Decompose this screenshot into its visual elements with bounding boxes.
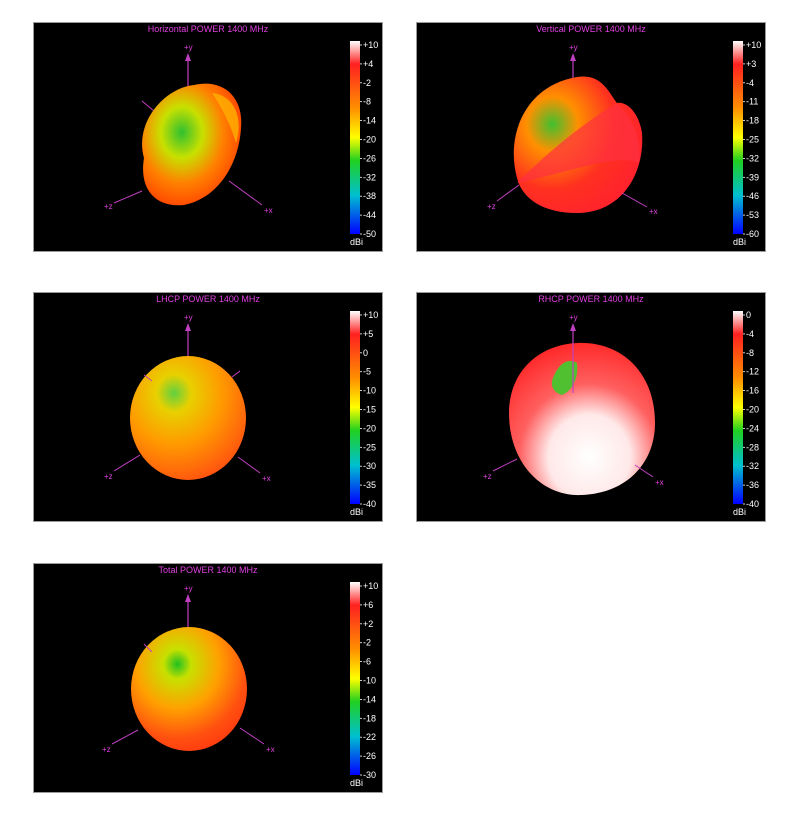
- colorbar-tick-label: -25: [746, 135, 759, 145]
- colorbar-tick-label: -8: [746, 348, 754, 358]
- colorbar: [350, 41, 360, 234]
- x-axis-label: +x: [655, 478, 664, 487]
- colorbar-tick-label: -32: [746, 461, 759, 471]
- colorbar-tick-label: +5: [363, 329, 373, 339]
- colorbar-tick-label: -30: [363, 770, 376, 780]
- y-axis-label: +y: [569, 313, 578, 322]
- z-axis-label: +z: [104, 202, 113, 211]
- colorbar-tick-label: -50: [363, 229, 376, 239]
- y-axis-label: +y: [184, 584, 193, 593]
- pattern-plot-total: +y +z +x +10 +6 +2 -2 -6 -10 -14 -18 -22 -26 -30 d…: [102, 581, 378, 788]
- radiation-pattern-surface: [509, 342, 655, 496]
- colorbar-tick-label: -25: [363, 442, 376, 452]
- colorbar-tick-label: -20: [363, 135, 376, 145]
- colorbar-unit: dBi: [733, 507, 746, 517]
- colorbar-tick-label: -18: [363, 713, 376, 723]
- chart-panel-lhcp: LHCP POWER 1400 MHz +y +z +x +10 +5 0 -5 -10…: [33, 292, 383, 522]
- colorbar-tick-label: -35: [363, 480, 376, 490]
- chart-title: Total POWER 1400 MHz: [158, 565, 258, 575]
- colorbar-tick-label: -10: [363, 676, 376, 686]
- chart-title: RHCP POWER 1400 MHz: [538, 294, 644, 304]
- colorbar-tick-label: -28: [746, 442, 759, 452]
- colorbar: [733, 311, 743, 504]
- colorbar-tick-label: +6: [363, 600, 373, 610]
- z-axis-label: +z: [487, 202, 496, 211]
- radiation-pattern-surface: [131, 627, 247, 751]
- z-axis-label: +z: [104, 472, 113, 481]
- colorbar-tick-label: -26: [363, 751, 376, 761]
- colorbar-tick-label: +10: [746, 40, 761, 50]
- pattern-plot-lhcp: +y +z +x +10 +5 0 -5 -10 -15 -20 -25 -30 -35 -40 d…: [104, 310, 378, 517]
- colorbar-tick-label: -20: [746, 405, 759, 415]
- colorbar-tick-label: -26: [363, 153, 376, 163]
- colorbar-tick-label: -36: [746, 480, 759, 490]
- colorbar-unit: dBi: [350, 237, 363, 247]
- colorbar-tick-label: -2: [363, 638, 371, 648]
- colorbar-tick-label: -44: [363, 210, 376, 220]
- colorbar-tick-label: -32: [746, 153, 759, 163]
- colorbar-tick-label: -40: [363, 499, 376, 509]
- colorbar-tick-label: -6: [363, 657, 371, 667]
- y-axis-label: +y: [184, 43, 193, 52]
- x-axis-label: +x: [649, 207, 658, 216]
- colorbar-unit: dBi: [733, 237, 746, 247]
- radiation-pattern-surface: [130, 356, 246, 480]
- z-axis-label: +z: [102, 745, 111, 754]
- colorbar-tick-label: -32: [363, 172, 376, 182]
- colorbar-tick-label: -16: [746, 386, 759, 396]
- colorbar-tick-label: -4: [746, 329, 754, 339]
- colorbar-tick-label: +10: [363, 310, 378, 320]
- z-axis-label: +z: [483, 472, 492, 481]
- colorbar-tick-label: -8: [363, 97, 371, 107]
- x-axis-label: +x: [262, 474, 271, 483]
- colorbar-tick-label: +10: [363, 40, 378, 50]
- colorbar: [733, 41, 743, 234]
- colorbar-tick-label: +10: [363, 581, 378, 591]
- colorbar-tick-label: +3: [746, 59, 756, 69]
- chart-title: Horizontal POWER 1400 MHz: [147, 24, 269, 34]
- colorbar-tick-label: -11: [746, 97, 758, 107]
- colorbar-tick-label: -15: [363, 405, 376, 415]
- chart-panel-vertical: Vertical POWER 1400 MHz +y +z +x +10 +3 -4…: [416, 22, 766, 252]
- colorbar-unit: dBi: [350, 507, 363, 517]
- y-axis-label: +y: [569, 43, 578, 52]
- colorbar-tick-label: -30: [363, 461, 376, 471]
- colorbar-tick-label: -14: [363, 116, 376, 126]
- colorbar-tick-label: +2: [363, 619, 373, 629]
- colorbar-tick-label: +4: [363, 59, 373, 69]
- chart-title: Vertical POWER 1400 MHz: [536, 24, 646, 34]
- chart-panel-rhcp: RHCP POWER 1400 MHz +y +z +x 0 -4 -8 -12 -16…: [416, 292, 766, 522]
- pattern-plot-horizontal: +y +z +x +10+4-2-8-14-20-26-32-38-44-50 …: [104, 40, 378, 247]
- pattern-plot-rhcp: +y +z +x 0 -4 -8 -12 -16 -20 -24 -28 -32 -36 -40 d…: [483, 310, 759, 517]
- colorbar-tick-label: -46: [746, 191, 759, 201]
- chart-panel-total: Total POWER 1400 MHz +y +z +x +10 +6 +2 -2 -…: [33, 563, 383, 793]
- colorbar-tick-label: -4: [746, 78, 754, 88]
- x-axis-label: +x: [266, 745, 275, 754]
- colorbar-tick-label: 0: [746, 310, 751, 320]
- colorbar-tick-label: -39: [746, 172, 759, 182]
- colorbar: [350, 311, 360, 504]
- y-axis-label: +y: [184, 313, 193, 322]
- colorbar-unit: dBi: [350, 778, 363, 788]
- chart-title: LHCP POWER 1400 MHz: [156, 294, 260, 304]
- colorbar-tick-label: -12: [746, 367, 759, 377]
- colorbar: [350, 582, 360, 775]
- chart-panel-horizontal: Horizontal POWER 1400 MHz +y +z +x +10 +4…: [33, 22, 383, 252]
- colorbar-tick-label: -53: [746, 210, 759, 220]
- colorbar-tick-label: -22: [363, 732, 376, 742]
- colorbar-tick-label: 0: [363, 348, 368, 358]
- colorbar-tick-label: -18: [746, 116, 759, 126]
- colorbar-tick-label: -14: [363, 694, 376, 704]
- colorbar-tick-label: -10: [363, 386, 376, 396]
- colorbar-tick-label: -38: [363, 191, 376, 201]
- x-axis-label: +x: [264, 206, 273, 215]
- colorbar-tick-label: -20: [363, 423, 376, 433]
- pattern-plot-vertical: +y +z +x +10 +3 -4 -11 -18 -25 -32 -39 -46 -53 -60…: [487, 40, 761, 247]
- colorbar-tick-label: -60: [746, 229, 759, 239]
- colorbar-tick-label: -24: [746, 423, 759, 433]
- radiation-pattern-surface: [142, 83, 242, 206]
- colorbar-tick-label: -5: [363, 367, 371, 377]
- colorbar-tick-label: -2: [363, 78, 371, 88]
- colorbar-tick-label: -40: [746, 499, 759, 509]
